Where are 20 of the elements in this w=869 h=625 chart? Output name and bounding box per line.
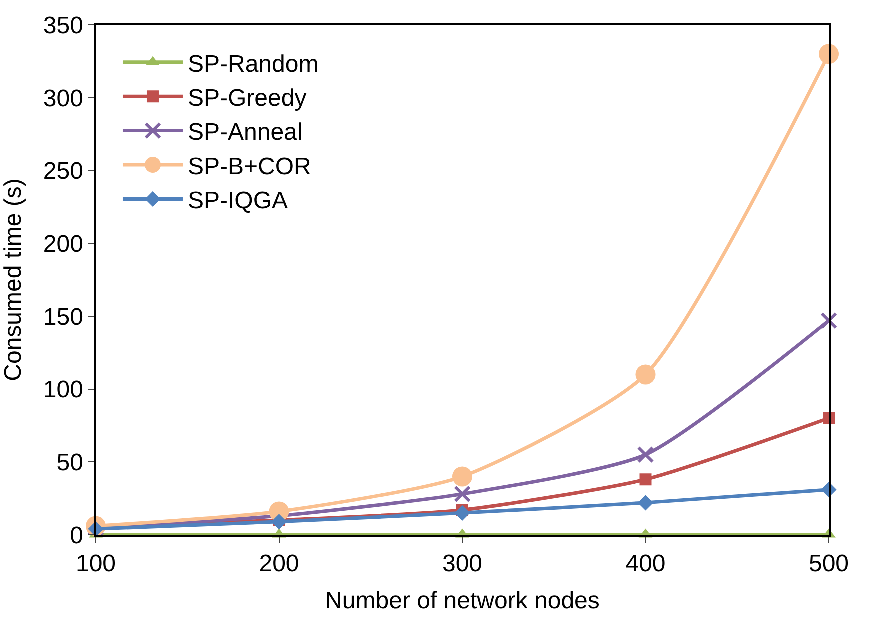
y-tick-label: 0 — [70, 522, 84, 550]
y-axis-title: Consumed time (s) — [0, 178, 28, 382]
x-tick-label: 400 — [626, 550, 666, 578]
y-tick-label: 50 — [56, 450, 84, 477]
x-tick-label: 200 — [259, 550, 300, 578]
y-tick-label: 100 — [43, 376, 84, 404]
x-axis-title: Number of network nodes — [325, 587, 600, 614]
legend-label: SP-IQGA — [188, 188, 288, 215]
legend-label: SP-Anneal — [188, 119, 303, 146]
y-tick-label: 350 — [43, 12, 84, 40]
y-tick-label: 300 — [43, 85, 84, 112]
x-tick-label: 100 — [76, 550, 116, 578]
legend-label: SP-Random — [188, 50, 319, 78]
x-tick-label: 300 — [442, 550, 483, 578]
legend-label: SP-B+COR — [188, 153, 312, 180]
y-tick-label: 250 — [43, 158, 84, 186]
legend-label: SP-Greedy — [188, 84, 307, 112]
y-tick-label: 150 — [43, 304, 84, 331]
y-tick-label: 200 — [43, 230, 84, 258]
x-tick-label: 500 — [808, 550, 850, 578]
